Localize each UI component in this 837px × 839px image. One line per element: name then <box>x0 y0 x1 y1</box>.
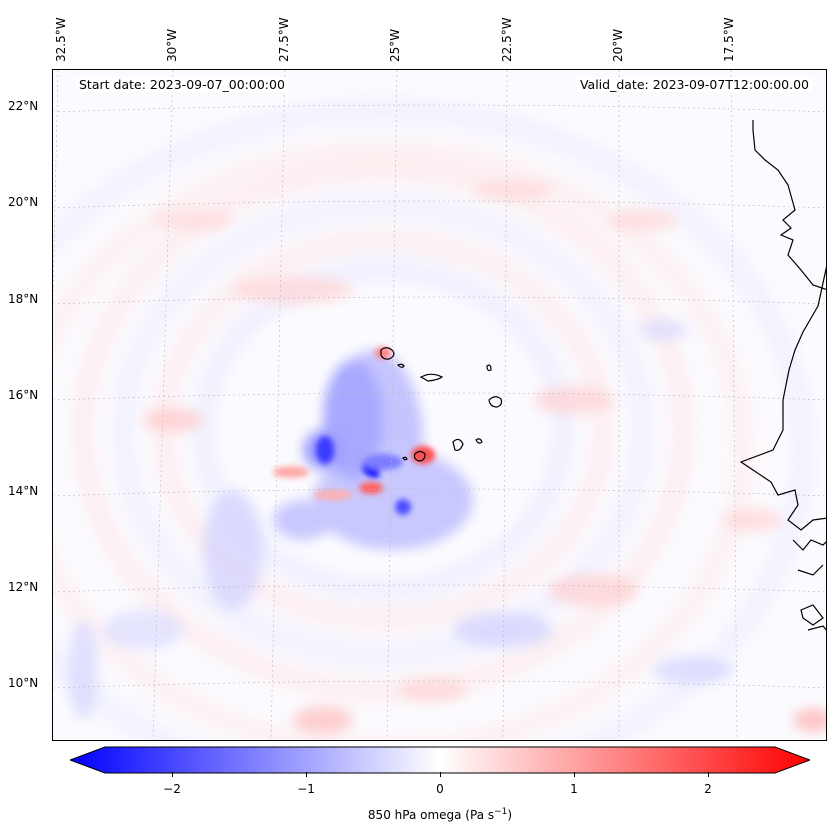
omega-field-svg <box>53 70 826 740</box>
colorbar-tickmark-2 <box>708 772 709 777</box>
colorbar-ramp <box>68 746 812 774</box>
cape-verde-islands <box>380 347 503 462</box>
lon-label-20w: 20°W <box>611 28 625 62</box>
colorbar-tick-neg2: −2 <box>163 782 181 796</box>
lon-label-22-5w: 22.5°W <box>500 17 514 62</box>
graticule <box>53 70 826 740</box>
colorbar-label: 850 hPa omega (Pa s−1) <box>367 807 513 822</box>
africa-coastline <box>739 120 826 631</box>
omega-map <box>52 69 827 741</box>
colorbar-tickmark-1 <box>574 772 575 777</box>
valid-date-label: Valid_date: 2023-09-07T12:00:00.00 <box>576 77 812 92</box>
colorbar-tickmark-0 <box>440 772 441 777</box>
lon-label-32-5w: 32.5°W <box>54 17 68 62</box>
colorbar-tick-2: 2 <box>704 782 712 796</box>
storm-core <box>316 436 411 515</box>
lat-label-16n: 16°N <box>8 388 39 402</box>
lon-label-17-5w: 17.5°W <box>722 17 736 62</box>
small-patches <box>68 180 826 734</box>
lon-label-25w: 25°W <box>388 28 402 62</box>
lat-label-14n: 14°N <box>8 484 39 498</box>
colorbar <box>68 745 812 775</box>
lat-label-18n: 18°N <box>8 292 39 306</box>
lat-label-12n: 12°N <box>8 580 39 594</box>
colorbar-tick-0: 0 <box>436 782 444 796</box>
lon-label-30w: 30°W <box>165 28 179 62</box>
wave-bands <box>53 102 811 740</box>
lat-label-20n: 20°N <box>8 195 39 209</box>
storm-updraft-region <box>273 350 473 550</box>
colorbar-tickmark-neg1 <box>306 772 307 777</box>
colorbar-tick-1: 1 <box>570 782 578 796</box>
colorbar-tickmark-neg2 <box>172 772 173 777</box>
lat-label-10n: 10°N <box>8 676 39 690</box>
lat-label-22n: 22°N <box>8 99 39 113</box>
start-date-label: Start date: 2023-09-07_00:00:00 <box>76 77 288 92</box>
colorbar-tick-neg1: −1 <box>297 782 315 796</box>
lon-label-27-5w: 27.5°W <box>277 17 291 62</box>
colorbar-svg <box>68 746 812 774</box>
